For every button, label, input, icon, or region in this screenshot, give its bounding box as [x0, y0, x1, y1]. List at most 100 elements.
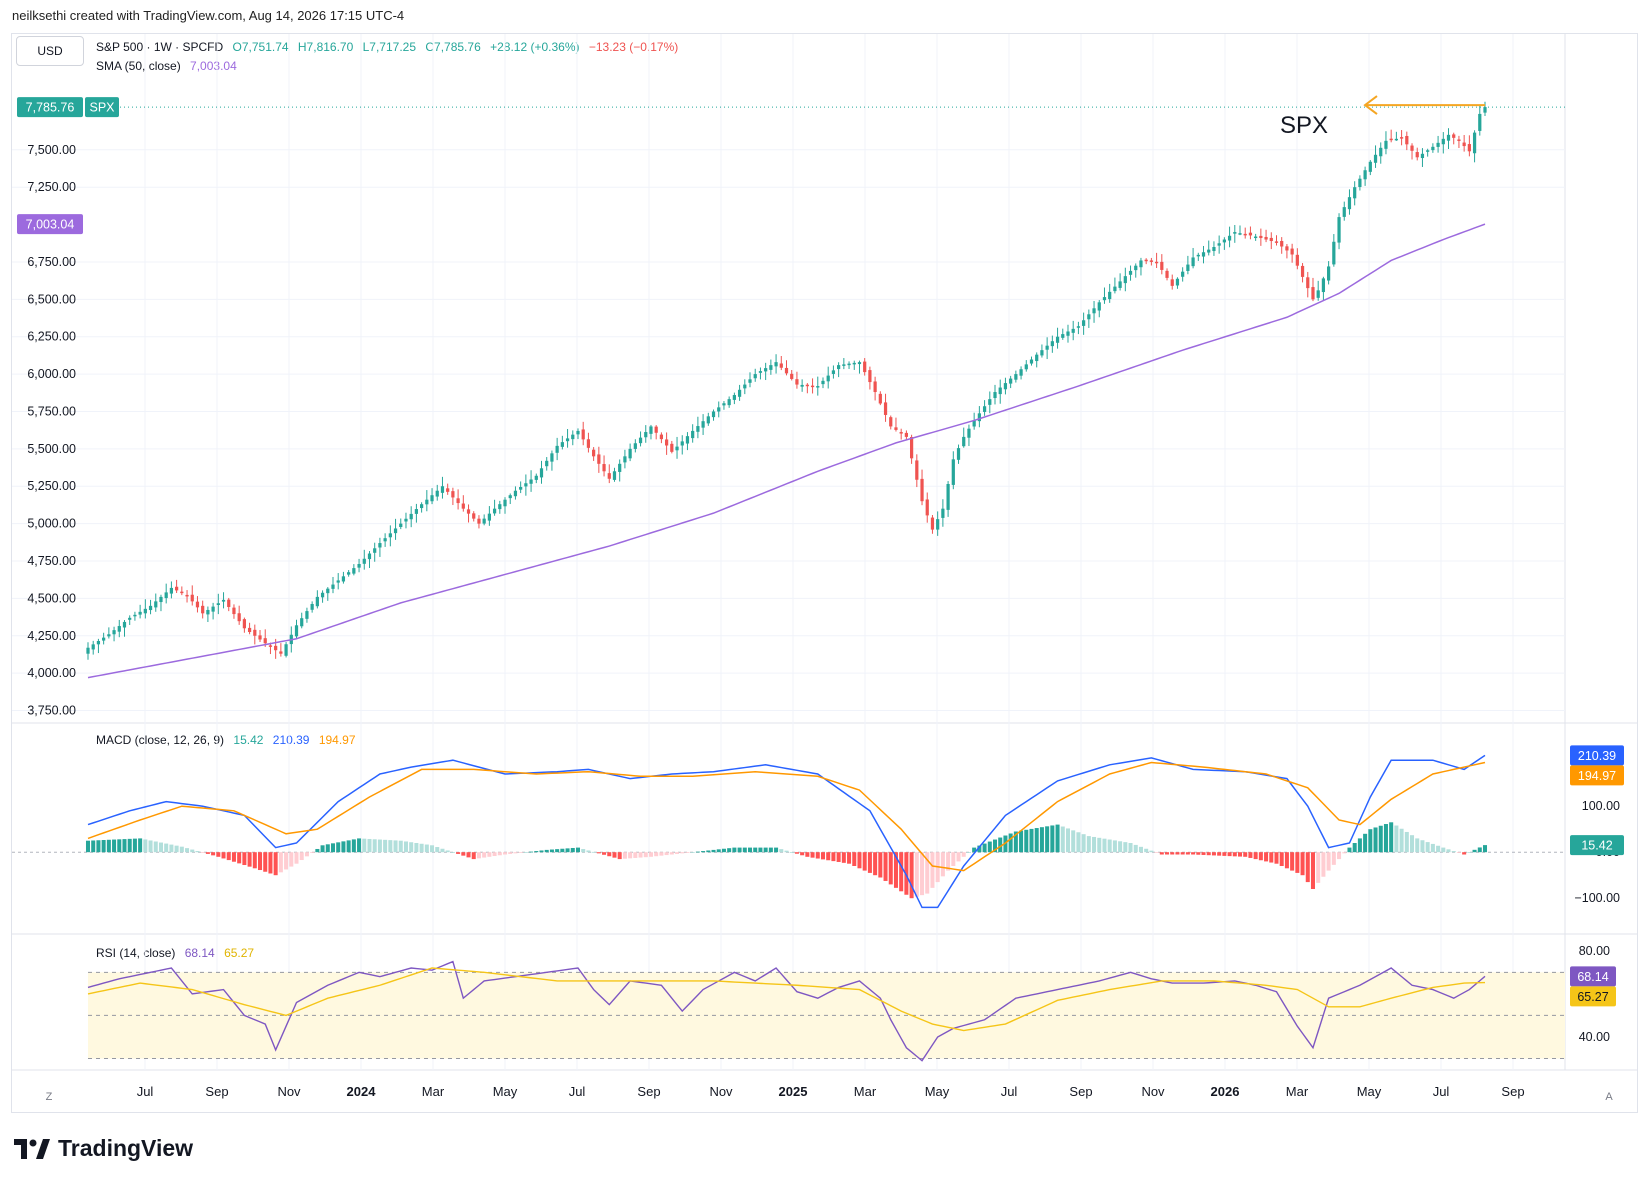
macd-histogram-bar [1258, 852, 1263, 861]
candle-body [1071, 328, 1075, 333]
macd-histogram-bar [211, 852, 216, 856]
macd-histogram-bar [1076, 832, 1081, 853]
candle-body [696, 426, 700, 432]
macd-histogram-bar [1185, 852, 1190, 855]
candle-body [1342, 207, 1346, 217]
x-tick-label: Nov [709, 1084, 733, 1099]
macd-y-tick-label: 100.00 [1582, 799, 1620, 813]
macd-histogram-bar [101, 840, 106, 853]
x-tick-label: Jul [1433, 1084, 1450, 1099]
candle-body [143, 608, 147, 614]
macd-histogram-bar [1326, 852, 1331, 871]
candle-body [237, 613, 241, 622]
macd-histogram-bar [430, 845, 435, 853]
legend-change: +28.12 (+0.36%) [490, 40, 580, 54]
macd-histogram-bar [852, 852, 857, 866]
macd-histogram-bar [143, 839, 148, 853]
rsi-value-label-box [1570, 966, 1616, 987]
candle-body [1248, 232, 1253, 236]
candle-body [477, 518, 481, 524]
currency-button[interactable]: USD [16, 36, 84, 66]
y-tick-label: 5,000.00 [27, 517, 76, 531]
candle-body [1128, 270, 1133, 275]
macd-histogram-bar [539, 850, 544, 853]
macd-histogram-bar [581, 849, 586, 853]
candle-body [1457, 139, 1461, 141]
macd-histogram-bar [91, 840, 96, 853]
macd-histogram-bar [633, 852, 638, 858]
candle-body [612, 471, 617, 480]
candle-body [430, 495, 434, 502]
candle-body [138, 611, 142, 615]
macd-histogram-bar [831, 852, 836, 862]
candle-body [1337, 217, 1341, 243]
candle-body [1050, 341, 1054, 347]
candle-body [1410, 145, 1414, 151]
macd-histogram-bar [920, 852, 925, 896]
candle-body [1353, 187, 1357, 199]
macd-histogram-bar [403, 841, 408, 853]
macd-histogram-bar [1149, 850, 1154, 853]
macd-histogram-bar [1425, 842, 1430, 853]
candle-body [1347, 197, 1352, 210]
macd-histogram-bar [602, 852, 607, 855]
x-tick-label: Sep [205, 1084, 228, 1099]
macd-histogram-bar [1180, 852, 1185, 855]
y-tick-label: 6,250.00 [27, 330, 76, 344]
candle-body [560, 442, 564, 447]
macd-value-label: 210.39 [1578, 749, 1616, 763]
candle-body [920, 478, 924, 502]
macd-histogram-bar [1144, 848, 1149, 853]
macd-histogram-bar [1154, 852, 1159, 853]
macd-value-label-box [1570, 765, 1624, 786]
candle-body [784, 367, 789, 374]
candle-body [1332, 241, 1336, 265]
x-tick-label: Nov [1141, 1084, 1165, 1099]
candle-body [982, 406, 987, 412]
candle-body [409, 513, 413, 520]
candle-body [1134, 265, 1138, 271]
candle-body [1431, 146, 1435, 151]
candle-body [519, 486, 523, 490]
macd-histogram-bar [753, 847, 758, 853]
candle-body [1144, 259, 1148, 262]
candle-body [1014, 374, 1018, 380]
macd-histogram-bar [497, 852, 502, 856]
candle-body [326, 588, 330, 594]
candle-body [1108, 291, 1112, 300]
candle-body [1118, 281, 1122, 288]
candle-body [529, 479, 533, 484]
rsi-label[interactable]: RSI (14, close) [96, 946, 176, 960]
candle-body [753, 374, 757, 379]
candle-body [466, 509, 471, 514]
macd-histogram-bar [1310, 852, 1315, 889]
price-label-value: 7,785.76 [26, 101, 75, 115]
macd-histogram-bar [518, 852, 523, 853]
candle-body [743, 384, 747, 389]
candle-body [492, 508, 497, 514]
macd-histogram-bar [1227, 852, 1232, 857]
macd-histogram-bar [1097, 837, 1102, 853]
macd-histogram-bar [231, 852, 236, 862]
macd-label[interactable]: MACD (close, 12, 26, 9) [96, 733, 225, 747]
candle-body [1472, 132, 1477, 154]
candle-body [576, 430, 580, 435]
candle-body [586, 439, 591, 448]
symbol-title[interactable]: S&P 500 · 1W · SPCFD [96, 40, 224, 54]
legend-low: L7,717.25 [362, 40, 417, 54]
sma-label[interactable]: SMA (50, close) [96, 59, 181, 73]
candle-body [628, 448, 632, 459]
candle-body [159, 596, 163, 603]
candle-body [1196, 254, 1200, 257]
macd-histogram-bar [247, 852, 252, 867]
macd-histogram-bar [304, 852, 309, 857]
candle-body [977, 413, 981, 422]
sma-line [87, 223, 1486, 679]
macd-histogram-bar [1175, 852, 1180, 855]
macd-histogram-bar [534, 851, 539, 853]
macd-histogram-bar [258, 852, 263, 871]
macd-histogram-bar [992, 839, 998, 853]
macd-histogram-bar [560, 848, 565, 853]
candle-body [107, 634, 111, 637]
